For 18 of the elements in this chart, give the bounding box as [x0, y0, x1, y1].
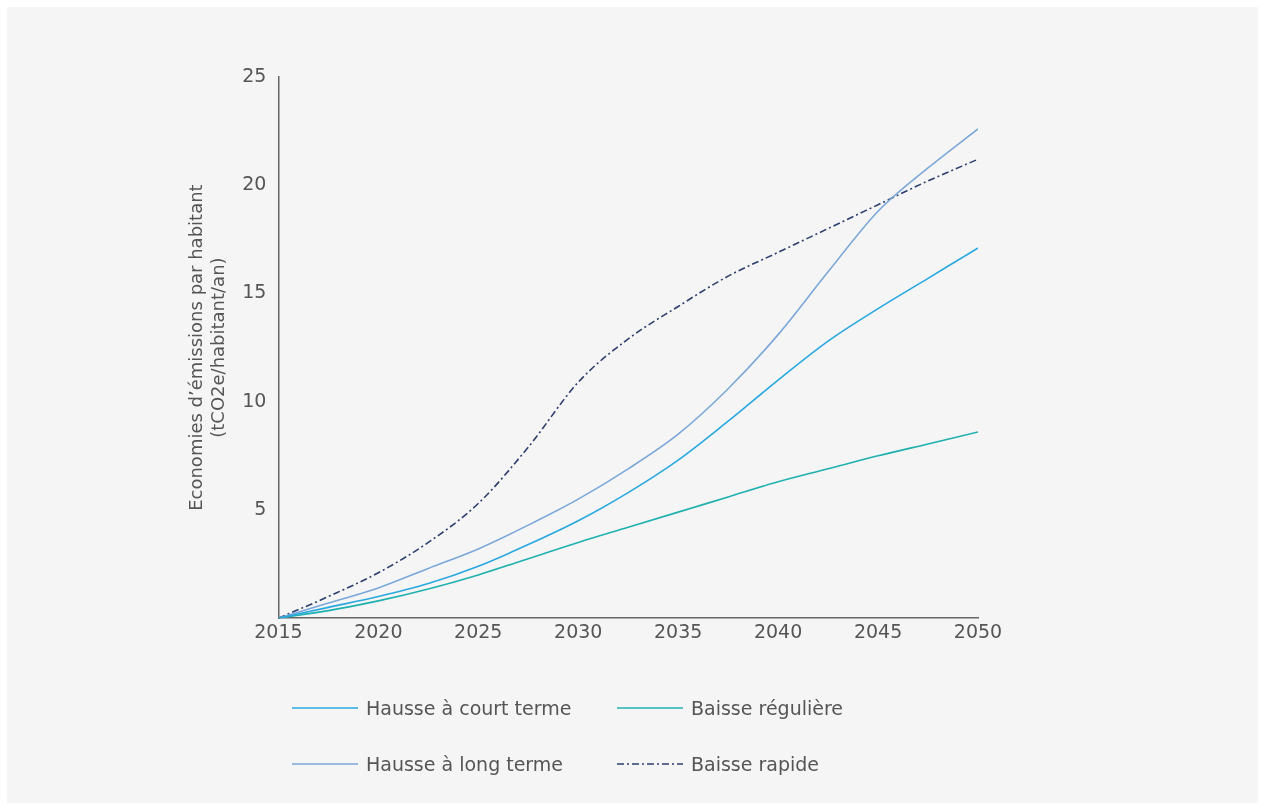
y-axis-title: Economies d’émissions par habitant (tCO2e/habitant/an)	[185, 184, 229, 511]
legend-label: Hausse à long terme	[366, 753, 564, 775]
y-tick-label: 10	[242, 388, 267, 411]
x-tick-label: 2015	[254, 619, 303, 642]
x-tick-label: 2030	[554, 619, 603, 642]
legend-label: Baisse régulière	[691, 697, 843, 719]
x-tick-label: 2035	[653, 619, 703, 642]
y-tick-label: 20	[242, 172, 267, 195]
x-tick-label: 2040	[753, 619, 803, 642]
legend-label: Baisse rapide	[691, 753, 820, 775]
legend-label: Hausse à court terme	[366, 697, 572, 719]
y-tick-label: 25	[242, 63, 267, 86]
x-tick-label: 2050	[953, 619, 1003, 642]
x-tick-label: 2020	[354, 619, 403, 642]
x-tick-label: 2025	[454, 619, 503, 642]
y-tick-label: 5	[254, 496, 267, 519]
y-tick-label: 15	[242, 280, 267, 303]
x-tick-label: 2045	[853, 619, 903, 642]
